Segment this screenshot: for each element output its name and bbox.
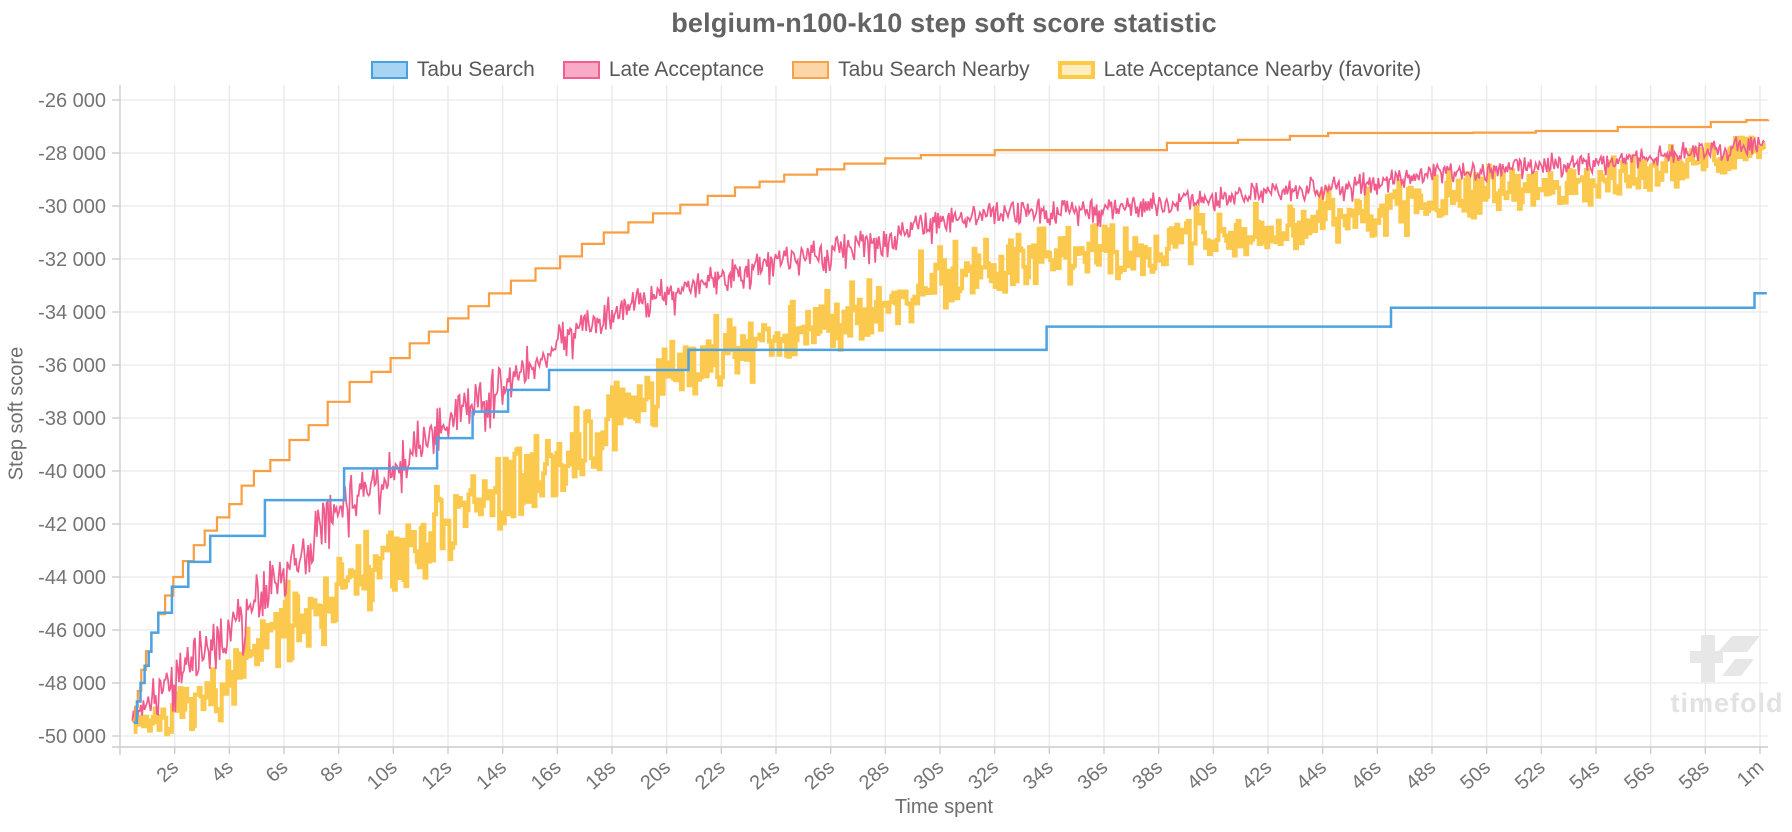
series-late-acceptance [131, 136, 1766, 721]
x-tick-label: 44s [1292, 756, 1331, 794]
x-tick-label: 46s [1347, 756, 1386, 794]
legend-label: Late Acceptance [608, 58, 765, 81]
x-tick-label: 30s [910, 756, 949, 794]
y-tick-label: -36 000 [38, 355, 106, 377]
legend-label: Tabu Search [416, 58, 535, 81]
x-tick-label: 42s [1238, 756, 1277, 794]
series-late-acceptance-nearby-favorite [133, 135, 1766, 737]
x-tick-label: 8s [317, 756, 347, 786]
legend-item: Late Acceptance Nearby (favorite) [1057, 58, 1422, 82]
chart-title: belgium-n100-k10 step soft score statist… [671, 8, 1217, 38]
x-tick-label: 16s [527, 756, 566, 794]
x-tick-label: 34s [1019, 756, 1058, 794]
x-tick-label: 58s [1675, 756, 1714, 794]
y-tick-label: -46 000 [38, 620, 106, 642]
legend: Tabu Search Late Acceptance Tabu Search … [0, 58, 1792, 82]
series-tabu-search-nearby [132, 119, 1770, 723]
watermark-logo-icon [1722, 659, 1754, 676]
x-tick-label: 54s [1566, 756, 1605, 794]
y-axis-title: Step soft score [5, 346, 28, 481]
series-tabu-search [133, 291, 1767, 725]
legend-label: Late Acceptance Nearby (favorite) [1103, 58, 1422, 81]
y-tick-label: -30 000 [38, 196, 106, 218]
x-tick-label: 2s [153, 756, 183, 786]
y-tick-label: -26 000 [38, 90, 106, 112]
x-tick-label: 26s [800, 756, 839, 794]
x-tick-label: 24s [746, 756, 785, 794]
x-tick-label: 14s [472, 756, 511, 794]
x-tick-label: 10s [363, 756, 402, 794]
x-tick-label: 38s [1128, 756, 1167, 794]
watermark-text: timefold [1671, 688, 1784, 718]
watermark-logo-icon [1718, 636, 1760, 652]
y-tick-label: -28 000 [38, 143, 106, 165]
x-tick-label: 20s [636, 756, 675, 794]
y-tick-label: -40 000 [38, 461, 106, 483]
legend-item: Late Acceptance [562, 58, 765, 82]
x-tick-label: 48s [1402, 756, 1441, 794]
y-tick-label: -38 000 [38, 408, 106, 430]
legend-swatch [792, 61, 830, 79]
x-tick-label: 4s [207, 756, 237, 786]
legend-swatch [1057, 61, 1095, 79]
x-tick-label: 36s [1074, 756, 1113, 794]
x-tick-label: 56s [1620, 756, 1659, 794]
watermark-logo-icon [1690, 651, 1723, 663]
x-tick-label: 6s [262, 756, 292, 786]
legend-item: Tabu Search Nearby [792, 58, 1030, 82]
x-tick-label: 18s [582, 756, 621, 794]
x-axis-title: Time spent [894, 796, 994, 818]
y-tick-label: -44 000 [38, 567, 106, 589]
y-tick-label: -32 000 [38, 249, 106, 271]
legend-label: Tabu Search Nearby [838, 58, 1030, 81]
x-tick-label: 52s [1511, 756, 1550, 794]
legend-swatch [562, 61, 600, 79]
x-tick-label: 22s [691, 756, 730, 794]
legend-swatch [370, 61, 408, 79]
x-tick-label: 1m [1733, 756, 1768, 791]
x-tick-label: 40s [1183, 756, 1222, 794]
x-tick-label: 28s [855, 756, 894, 794]
legend-item: Tabu Search [370, 58, 535, 82]
x-tick-label: 32s [964, 756, 1003, 794]
y-tick-label: -42 000 [38, 514, 106, 536]
y-tick-label: -34 000 [38, 302, 106, 324]
x-tick-label: 50s [1456, 756, 1495, 794]
y-tick-label: -48 000 [38, 673, 106, 695]
x-tick-label: 12s [418, 756, 457, 794]
y-tick-label: -50 000 [38, 726, 106, 748]
